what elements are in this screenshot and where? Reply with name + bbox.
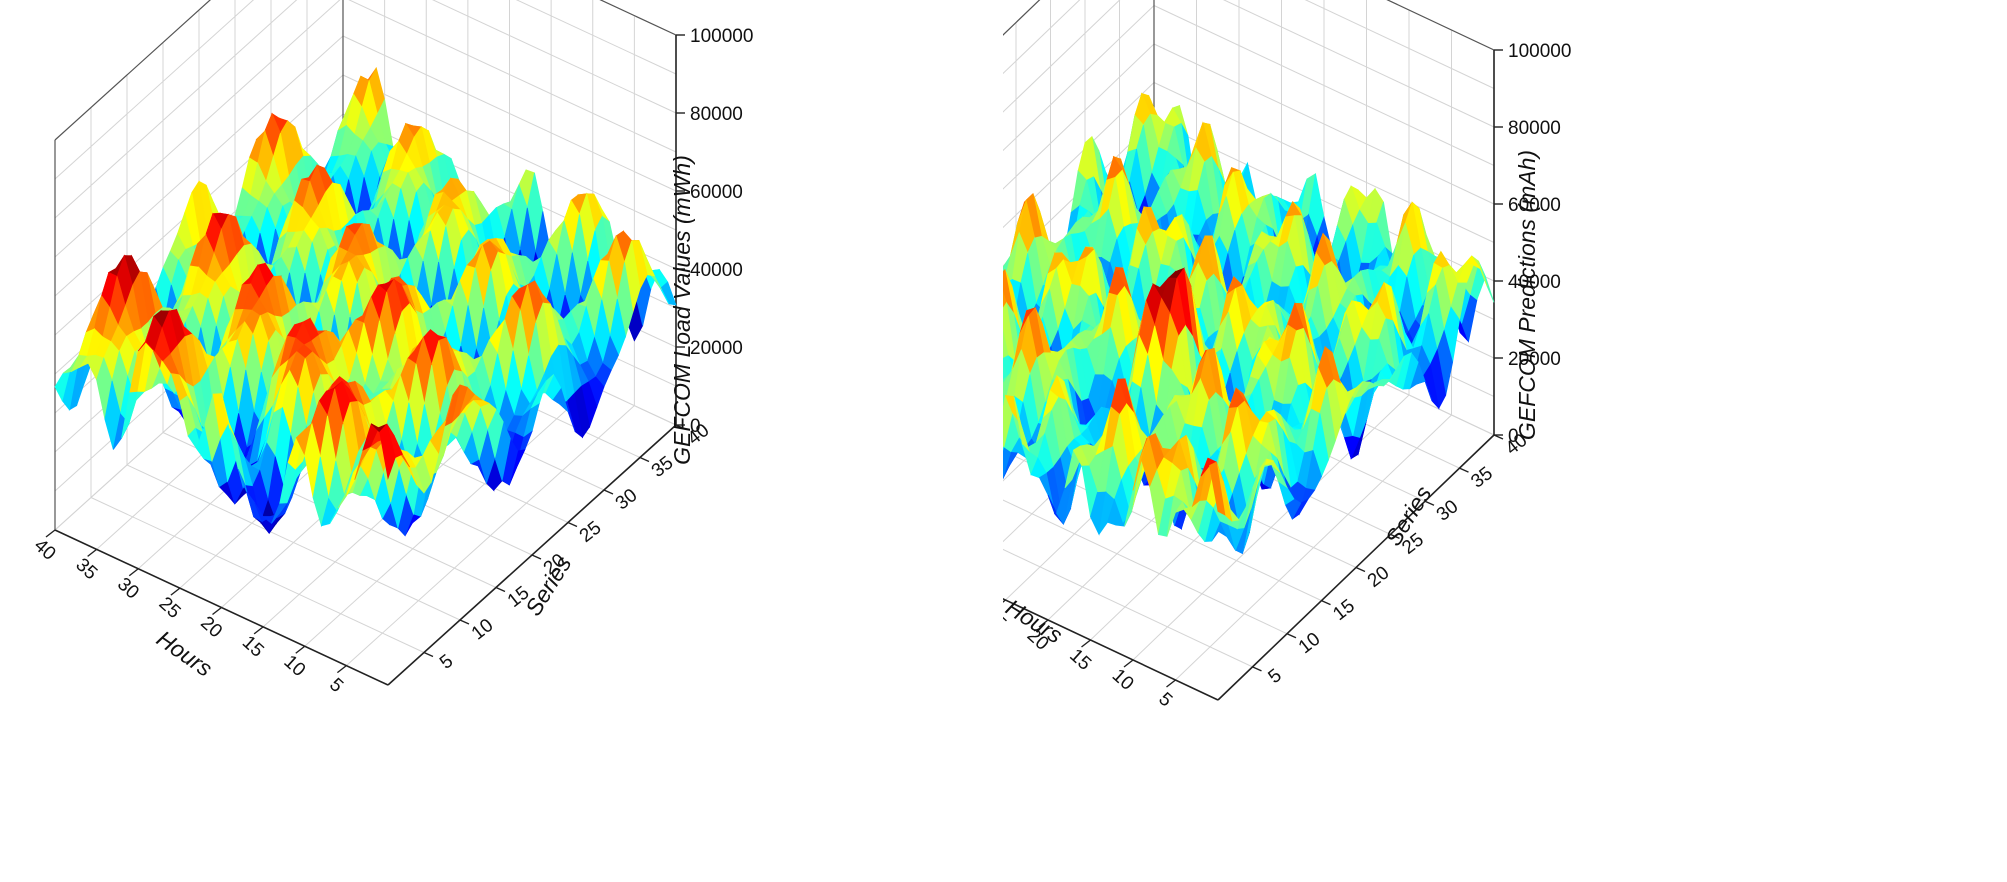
grid-line <box>1153 43 1495 205</box>
series-tick-label: 30 <box>1433 496 1463 526</box>
hours-tick-label: 30 <box>113 574 143 604</box>
grid-line <box>54 0 255 180</box>
series-tick-mark <box>567 521 578 528</box>
hours-tick-label: 35 <box>71 554 101 584</box>
series-tick-mark <box>1286 633 1297 639</box>
z-axis-label: GEFCOM Predictions (mAh) <box>1514 150 1540 440</box>
surface-chart-predictions: 4035302520151055101520253035400200004000… <box>1003 0 1571 712</box>
series-tick-label: 25 <box>576 517 606 547</box>
hours-tick-label: 10 <box>1108 665 1138 695</box>
hours-tick-mark <box>45 529 56 538</box>
series-tick-mark <box>1424 500 1435 506</box>
hours-tick-label: 25 <box>1003 605 1010 635</box>
grid-line <box>54 35 344 297</box>
grid-line <box>1153 82 1495 243</box>
series-axis-label: Series <box>520 551 577 620</box>
hours-tick-mark <box>295 645 306 654</box>
box-edge <box>1003 0 1041 36</box>
hours-tick-label: 15 <box>1065 645 1095 675</box>
surface-patch <box>1209 461 1226 516</box>
z-tick-label: 60000 <box>690 182 743 203</box>
series-tick-label: 5 <box>1264 665 1285 688</box>
series-tick-mark <box>531 554 542 560</box>
grid-line <box>1153 5 1495 166</box>
hours-tick-label: 5 <box>1154 689 1176 712</box>
hours-tick-mark <box>87 548 98 557</box>
series-tick-mark <box>639 456 650 463</box>
hours-tick-label: 10 <box>280 651 310 681</box>
grid-line <box>1003 0 1121 113</box>
z-tick-label: 100000 <box>690 26 753 47</box>
hours-tick-mark <box>212 606 222 616</box>
series-tick-label: 20 <box>1364 562 1394 592</box>
hours-tick-label: 5 <box>325 674 347 697</box>
series-tick-mark <box>1252 666 1262 672</box>
hours-tick-mark <box>1003 599 1006 603</box>
series-tick-mark <box>423 651 434 658</box>
z-tick-label: 40000 <box>1508 272 1561 293</box>
hours-tick-mark <box>1038 619 1049 628</box>
grid-line <box>432 0 677 114</box>
hours-tick-mark <box>1123 659 1134 668</box>
z-tick-label: 0 <box>1508 426 1519 447</box>
z-tick-label: 80000 <box>1508 118 1561 139</box>
series-tick-mark <box>603 489 614 495</box>
grid-line <box>515 0 677 75</box>
box-edge <box>1386 0 1495 51</box>
hours-tick-mark <box>336 665 347 674</box>
series-tick-label: 5 <box>436 651 457 674</box>
box-edge <box>54 0 211 141</box>
hours-tick-mark <box>128 568 139 577</box>
z-tick-label: 20000 <box>1508 349 1561 370</box>
z-tick-label: 40000 <box>690 260 743 281</box>
grid-line <box>1003 82 1155 229</box>
series-axis-label: Series <box>1380 481 1437 550</box>
hours-tick-mark <box>1166 679 1176 688</box>
grid-line <box>1003 0 1081 75</box>
grid-line <box>342 35 677 192</box>
grid-line <box>54 0 341 258</box>
series-tick-mark <box>1321 599 1331 606</box>
hours-tick-mark <box>170 587 181 596</box>
series-tick-mark <box>1355 566 1366 573</box>
series-tick-label: 15 <box>1329 596 1359 626</box>
series-tick-mark <box>1390 533 1400 540</box>
grid-line <box>348 0 677 153</box>
z-tick-label: 20000 <box>690 338 743 359</box>
hours-tick-label: 20 <box>196 613 226 643</box>
grid-line <box>1003 5 1155 152</box>
hours-tick-mark <box>253 626 264 635</box>
grid-line <box>342 74 677 231</box>
series-tick-label: 30 <box>612 485 642 515</box>
surface <box>1003 92 1495 555</box>
z-tick-label: 100000 <box>1508 41 1571 62</box>
series-tick-label: 10 <box>468 615 498 645</box>
z-tick-label: 80000 <box>690 104 743 125</box>
series-tick-label: 10 <box>1295 629 1325 659</box>
grid-line <box>1222 0 1495 128</box>
surface-patch <box>379 423 396 480</box>
surface-chart-load-values: 4035302520151055101520253035400200004000… <box>30 0 753 697</box>
hours-tick-label: 40 <box>30 535 60 565</box>
grid-line <box>1003 43 1155 190</box>
grid-line <box>1304 0 1495 89</box>
box-edge <box>599 0 677 36</box>
hours-tick-label: 15 <box>238 632 268 662</box>
hours-tick-label: 25 <box>155 593 185 623</box>
hours-tick-mark <box>1081 639 1091 648</box>
series-tick-mark <box>495 586 506 593</box>
series-tick-label: 35 <box>1467 463 1497 493</box>
z-tick-label: 0 <box>690 416 701 437</box>
series-tick-mark <box>1459 467 1469 473</box>
series-tick-mark <box>459 619 470 625</box>
z-axis-label: GEFCOM Load Values (mWh) <box>669 155 695 465</box>
surface <box>54 66 677 537</box>
z-tick-label: 60000 <box>1508 195 1561 216</box>
grid-line <box>54 0 298 219</box>
